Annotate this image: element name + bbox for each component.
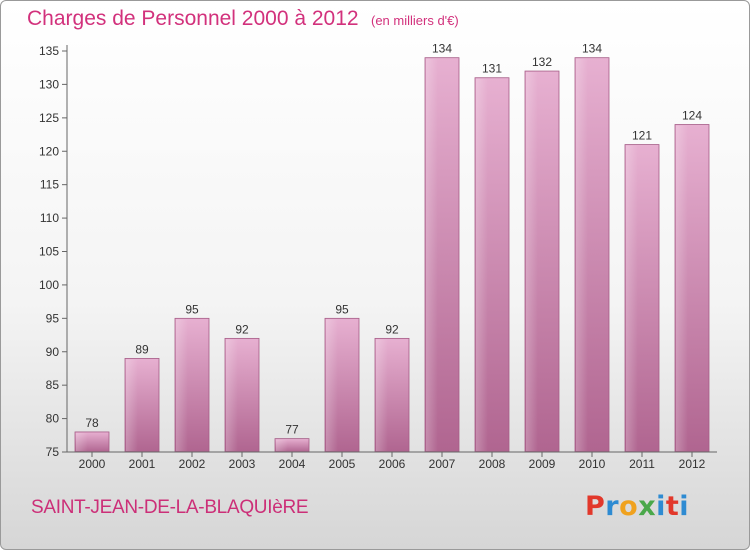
bar-highlight xyxy=(476,78,488,451)
bar-highlight xyxy=(126,359,138,451)
brand-letter: x xyxy=(638,491,657,522)
bar-value-label: 131 xyxy=(482,62,502,76)
brand-letter: i xyxy=(656,491,666,522)
bar-highlight xyxy=(526,72,538,452)
x-tick-label: 2010 xyxy=(579,457,606,471)
bar-value-label: 77 xyxy=(285,423,299,437)
bar-highlight xyxy=(426,58,438,451)
y-tick-label: 130 xyxy=(39,77,59,91)
x-tick-label: 2009 xyxy=(529,457,556,471)
y-tick-label: 90 xyxy=(46,345,60,359)
brand-letter: i xyxy=(679,491,690,522)
bar-highlight xyxy=(376,339,388,451)
x-tick-label: 2012 xyxy=(679,457,706,471)
bar-value-label: 134 xyxy=(432,42,452,56)
brand-letter: t xyxy=(665,491,680,522)
bar-value-label: 92 xyxy=(385,322,399,336)
x-tick-label: 2002 xyxy=(179,457,206,471)
bar-highlight xyxy=(76,432,88,451)
chart-unit: (en milliers d'€) xyxy=(371,13,459,28)
bar-value-label: 95 xyxy=(185,302,199,316)
bar-highlight xyxy=(626,145,638,452)
y-tick-label: 125 xyxy=(39,111,59,125)
y-tick-label: 105 xyxy=(39,245,59,259)
x-tick-label: 2001 xyxy=(129,457,156,471)
bar-value-label: 92 xyxy=(235,322,249,336)
bar-value-label: 134 xyxy=(582,42,602,56)
bar-highlight xyxy=(326,319,338,451)
y-tick-label: 115 xyxy=(40,178,59,192)
x-tick-label: 2011 xyxy=(629,457,655,471)
bar-value-label: 78 xyxy=(85,416,99,430)
brand-letter: o xyxy=(619,491,639,522)
bar-highlight xyxy=(226,339,238,451)
x-tick-label: 2008 xyxy=(479,457,506,471)
y-tick-label: 135 xyxy=(39,44,59,58)
bar-highlight xyxy=(276,439,288,451)
x-tick-label: 2007 xyxy=(429,457,456,471)
bar-value-label: 132 xyxy=(532,55,552,69)
brand-letter: P xyxy=(585,491,606,522)
x-axis: 2000 2001 2002 2003 2004 2005 2006 2007 2008 2009… xyxy=(67,451,717,471)
y-tick-label: 80 xyxy=(46,412,60,426)
chart-title: Charges de Personnel 2000 à 2012 xyxy=(27,7,359,30)
bar-highlight xyxy=(176,319,188,451)
bar-value-label: 89 xyxy=(135,342,149,356)
x-tick-label: 2000 xyxy=(79,457,106,471)
proxiti-logo: Proxiti xyxy=(585,491,689,522)
x-tick-label: 2006 xyxy=(379,457,406,471)
y-tick-label: 110 xyxy=(40,211,59,225)
y-tick-label: 100 xyxy=(39,278,59,292)
bar-value-label: 95 xyxy=(335,302,349,316)
bar-highlight xyxy=(576,58,588,451)
bar-value-label: 121 xyxy=(632,129,652,143)
x-tick-label: 2004 xyxy=(279,457,306,471)
x-tick-label: 2003 xyxy=(229,457,256,471)
y-tick-label: 120 xyxy=(39,144,59,158)
bars-group: 78 89 95 92 77 95 92 134 131 132 134 121 124 xyxy=(74,42,710,453)
bar-highlight xyxy=(676,125,688,452)
bar-value-label: 124 xyxy=(682,109,702,123)
y-tick-label: 85 xyxy=(46,378,60,392)
commune-name: SAINT-JEAN-DE-LA-BLAQUIèRE xyxy=(31,497,309,518)
y-axis: 75 80 85 90 95 100 105 110 115 120 125 130 135 xyxy=(39,44,68,459)
brand-letter: r xyxy=(605,491,620,522)
y-tick-label: 75 xyxy=(46,445,60,459)
y-tick-label: 95 xyxy=(46,311,60,325)
x-tick-label: 2005 xyxy=(329,457,356,471)
